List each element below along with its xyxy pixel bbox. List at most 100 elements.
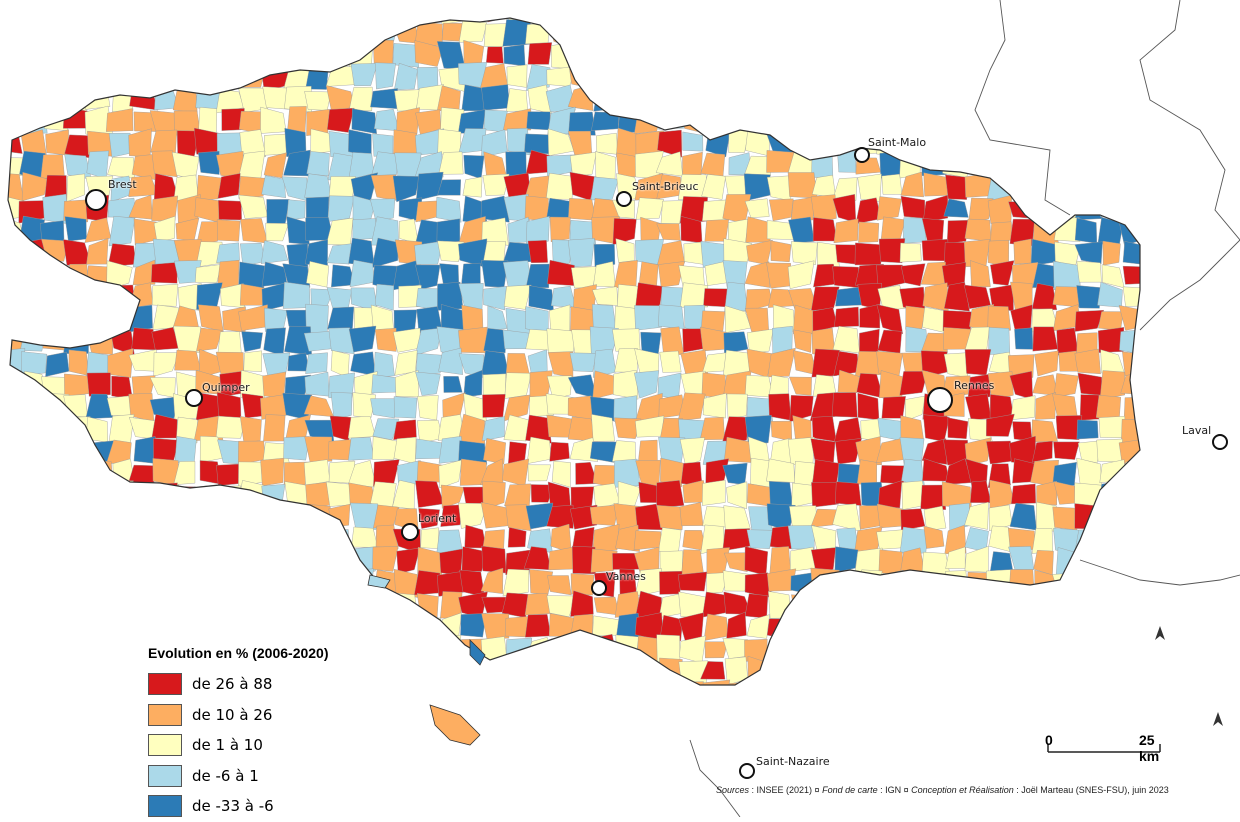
commune-polygon <box>436 196 462 223</box>
commune-polygon <box>47 679 68 685</box>
commune-polygon <box>463 154 485 180</box>
commune-polygon <box>245 526 266 553</box>
commune-polygon <box>394 62 418 91</box>
commune-polygon <box>84 18 110 26</box>
commune-polygon <box>794 656 819 685</box>
commune-polygon <box>920 484 946 510</box>
commune-polygon <box>988 18 1012 22</box>
commune-polygon <box>903 656 925 685</box>
commune-polygon <box>788 62 818 90</box>
commune-polygon <box>215 18 243 27</box>
commune-polygon <box>40 18 70 26</box>
commune-polygon <box>18 526 45 549</box>
commune-polygon <box>528 704 550 724</box>
commune-polygon <box>87 656 114 684</box>
commune-polygon <box>659 657 683 680</box>
commune-polygon <box>811 525 837 552</box>
commune-polygon <box>303 18 333 46</box>
commune-polygon <box>746 614 770 639</box>
commune-polygon <box>482 658 507 685</box>
commune-polygon <box>63 199 90 223</box>
commune-polygon <box>878 480 903 509</box>
commune-polygon <box>193 43 222 69</box>
commune-polygon <box>1032 374 1059 396</box>
commune-polygon <box>724 436 752 463</box>
commune-polygon <box>1074 348 1101 375</box>
commune-polygon <box>1034 350 1059 377</box>
commune-polygon <box>920 612 947 643</box>
commune-polygon <box>617 656 642 685</box>
commune-polygon <box>986 110 1016 136</box>
commune-polygon <box>39 84 70 113</box>
commune-polygon <box>263 327 286 357</box>
commune-polygon <box>481 350 510 378</box>
commune-polygon <box>835 85 862 112</box>
commune-polygon <box>986 678 1016 685</box>
commune-polygon <box>877 40 904 65</box>
commune-polygon <box>859 304 881 329</box>
commune-polygon <box>1122 19 1140 47</box>
commune-polygon <box>876 196 902 221</box>
commune-polygon <box>374 62 396 90</box>
commune-polygon <box>482 173 510 196</box>
city-marker <box>591 580 607 596</box>
commune-polygon <box>173 461 196 486</box>
commune-polygon <box>396 107 420 135</box>
commune-polygon <box>392 175 420 203</box>
commune-polygon <box>1010 395 1036 421</box>
source-credits: Sources : INSEE (2021) ¤ Fond de carte :… <box>716 785 1169 795</box>
commune-polygon <box>595 151 616 181</box>
commune-polygon <box>787 260 815 289</box>
commune-polygon <box>592 286 619 306</box>
commune-polygon <box>589 43 619 71</box>
commune-polygon <box>550 636 571 664</box>
commune-polygon <box>352 593 375 621</box>
commune-polygon <box>66 173 85 203</box>
commune-polygon <box>348 437 375 461</box>
commune-polygon <box>1142 350 1169 374</box>
city-label: Laval <box>1182 424 1212 437</box>
commune-polygon <box>744 62 772 93</box>
commune-polygon <box>8 309 26 334</box>
commune-polygon <box>178 590 201 620</box>
commune-polygon <box>723 552 749 573</box>
commune-polygon <box>590 176 619 201</box>
commune-polygon <box>396 547 421 575</box>
commune-polygon <box>326 20 353 45</box>
commune-polygon <box>215 524 247 554</box>
commune-polygon <box>814 616 835 640</box>
commune-polygon <box>1054 109 1078 136</box>
commune-polygon <box>1031 129 1058 158</box>
commune-polygon <box>943 198 969 218</box>
commune-polygon <box>527 42 553 65</box>
commune-polygon <box>1121 68 1140 87</box>
commune-polygon <box>744 155 771 176</box>
commune-polygon <box>194 65 222 92</box>
commune-polygon <box>591 111 620 131</box>
commune-polygon <box>656 240 685 266</box>
commune-polygon <box>947 41 970 70</box>
commune-polygon <box>633 19 660 47</box>
commune-polygon <box>8 393 23 415</box>
commune-polygon <box>1013 238 1032 265</box>
commune-polygon <box>348 325 377 353</box>
commune-polygon <box>704 219 729 242</box>
commune-polygon <box>198 151 220 175</box>
commune-polygon <box>436 218 461 245</box>
commune-polygon <box>196 174 224 201</box>
commune-polygon <box>21 682 47 685</box>
commune-polygon <box>678 612 704 642</box>
commune-polygon <box>592 21 617 45</box>
commune-polygon <box>220 590 243 619</box>
commune-polygon <box>347 18 373 45</box>
commune-polygon <box>1007 20 1034 45</box>
commune-polygon <box>1032 326 1059 352</box>
commune-polygon <box>175 416 198 444</box>
commune-polygon <box>726 393 748 420</box>
commune-polygon <box>1096 44 1126 69</box>
commune-polygon <box>371 374 399 394</box>
commune-polygon <box>657 129 683 158</box>
commune-polygon <box>193 18 220 24</box>
commune-polygon <box>483 23 509 48</box>
commune-polygon <box>590 548 618 573</box>
